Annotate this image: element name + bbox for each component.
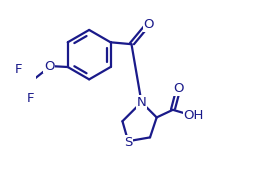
Text: O: O — [44, 60, 54, 73]
Text: O: O — [173, 82, 184, 95]
Text: S: S — [124, 136, 132, 149]
Text: O: O — [143, 18, 154, 31]
Text: N: N — [137, 96, 146, 109]
Text: F: F — [15, 63, 22, 76]
Text: F: F — [26, 92, 34, 105]
Text: OH: OH — [184, 109, 204, 122]
